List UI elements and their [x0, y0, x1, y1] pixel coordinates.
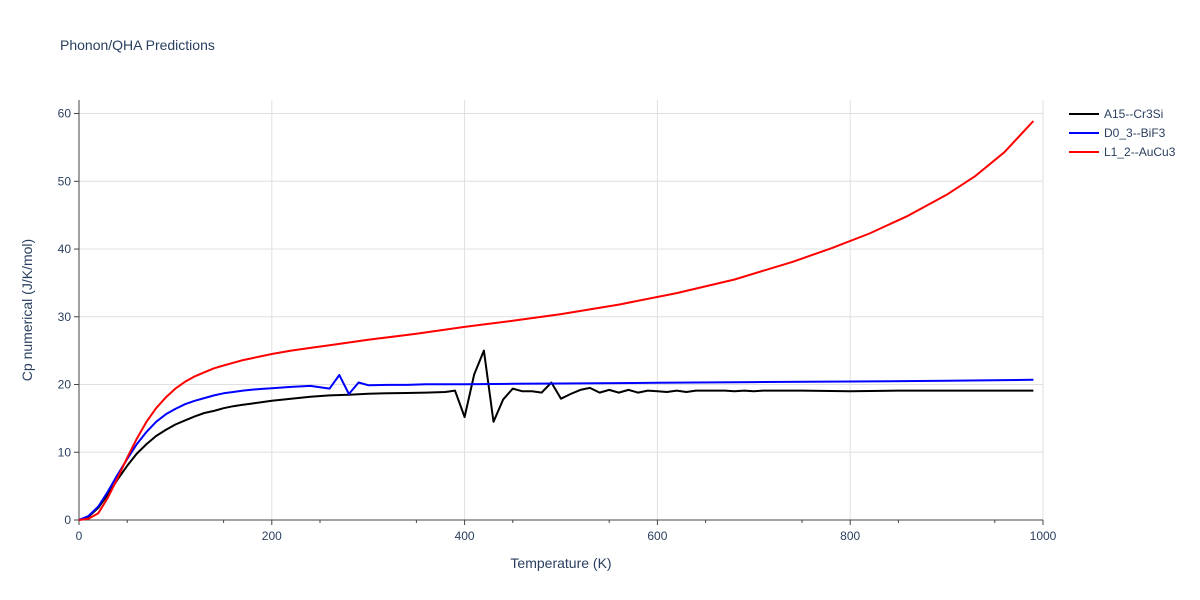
y-tick-label: 60 [58, 107, 72, 121]
legend[interactable]: A15--Cr3Si D0_3--BiF3 L1_2--AuCu3 [1069, 107, 1176, 159]
y-tick-label: 50 [58, 174, 72, 188]
y-tick-label: 40 [58, 242, 72, 256]
y-tick-label: 10 [58, 445, 72, 459]
x-tick-label: 600 [647, 529, 667, 543]
legend-label: D0_3--BiF3 [1104, 126, 1166, 140]
legend-item[interactable]: A15--Cr3Si [1069, 107, 1163, 121]
x-axis-title: Temperature (K) [510, 555, 611, 571]
series-lines [78, 120, 1035, 521]
y-axis-title: Cp numerical (J/K/mol) [19, 239, 35, 381]
legend-item[interactable]: D0_3--BiF3 [1069, 126, 1166, 140]
x-tick-label: 0 [76, 529, 83, 543]
y-tick-label: 20 [58, 378, 72, 392]
y-tick-label: 0 [64, 513, 71, 527]
x-tick-label: 800 [840, 529, 860, 543]
x-tick-label: 200 [262, 529, 282, 543]
legend-label: L1_2--AuCu3 [1104, 145, 1176, 159]
y-tick-label: 30 [58, 310, 72, 324]
x-tick-label: 1000 [1030, 529, 1057, 543]
chart-title: Phonon/QHA Predictions [60, 37, 215, 53]
x-tick-label: 400 [455, 529, 475, 543]
legend-label: A15--Cr3Si [1104, 107, 1163, 121]
legend-item[interactable]: L1_2--AuCu3 [1069, 145, 1176, 159]
series-line-a15-cr3si[interactable] [78, 349, 1034, 521]
series-line-l1-2-aucu3[interactable] [78, 120, 1035, 521]
series-line-d0-3-bif3[interactable] [78, 374, 1034, 521]
grid [79, 100, 1044, 520]
